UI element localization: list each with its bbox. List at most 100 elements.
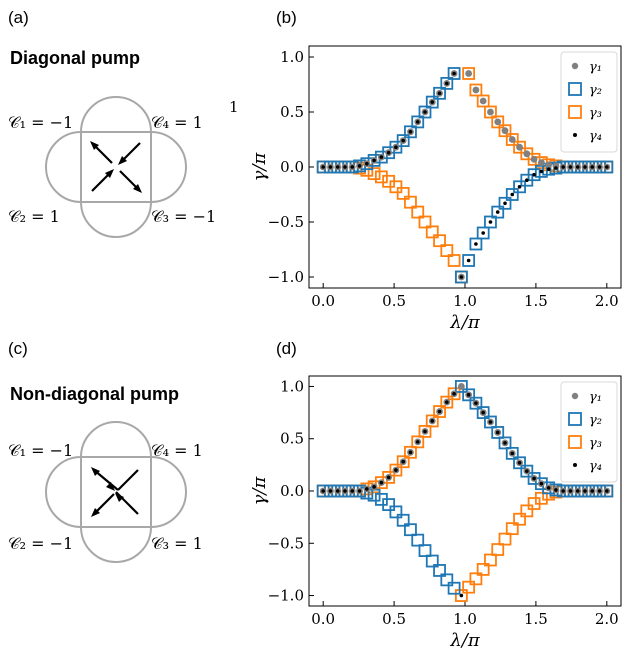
gamma3-point [382,471,396,484]
gamma3-point [425,414,439,428]
non-diagonal-pump-title: Non-diagonal pump [10,384,179,404]
gamma4-point [343,165,347,169]
gamma3-point [411,435,425,449]
gamma3-point [476,563,490,576]
gamma4-point [554,488,558,492]
gamma4-point [568,489,573,493]
pump-square [80,456,152,528]
x-tick-label: 2.0 [595,292,619,310]
gamma4-point [452,391,456,396]
gamma3-point [389,180,403,194]
y-tick-label: 1.0 [280,48,304,66]
gamma2-point [440,573,454,587]
series-4 [321,71,609,279]
panel-a: (a) Diagonal pump 𝒞₁ = −1 𝒞₂ = 1 𝒞₃ = −1… [8,8,239,238]
arrow-heads [91,467,124,517]
arrow-heads [90,141,142,193]
gamma2-point [505,188,519,201]
chern-c3: 𝒞₃ = −1 [151,207,216,226]
gamma3-point [440,244,454,258]
gamma4-point [394,145,398,149]
gamma4-point [575,489,580,493]
chern-c2: 𝒞₂ = −1 [8,534,73,553]
gamma4-point [335,489,340,493]
gamma2-point [498,436,512,450]
legend-marker [568,412,582,426]
gamma4-point [437,409,442,414]
pump-arrows [93,469,139,515]
gamma4-point [445,400,449,404]
gamma2-point [389,140,403,154]
gamma3-point [447,387,461,401]
y-tick-label: −0.5 [268,534,304,552]
y-tick-label: −1.0 [268,587,304,605]
gamma3-point [374,170,388,184]
gamma2-point [440,77,454,90]
non-diagonal-pump-diagram [45,421,187,563]
gamma2-point [520,464,534,478]
gamma1-point [537,159,545,167]
panel-c: (c) Non-diagonal pump 𝒞₁ = −1 𝒞₂ = −1 𝒞₃… [8,339,203,563]
y-axis-label: γ/π [249,152,270,182]
y-tick-label: 0.5 [280,103,304,121]
gamma4-point [583,165,587,169]
gamma4-point [350,489,355,493]
panel-letter-d: (d) [276,339,297,358]
gamma3-point [367,167,381,181]
gamma4-point [517,185,522,189]
gamma3-point [498,532,512,546]
x-tick-label: 0.0 [311,610,335,628]
gamma3-point [476,94,490,108]
gamma4-point [423,429,427,434]
gamma2-point [433,564,446,577]
gamma2-point [484,215,497,229]
gamma2-point [382,498,396,511]
gamma3-point [433,405,446,418]
gamma4-point [466,393,471,397]
legend-marker [568,435,582,449]
panel-letter-b: (b) [276,8,297,27]
gamma4-point [408,450,413,455]
panel-letter-c: (c) [8,339,28,358]
gamma2-point [396,134,410,148]
gamma2-point [498,196,512,210]
gamma2-point [367,153,381,167]
gamma1-point [530,155,538,163]
gamma3-point [513,140,526,154]
gamma4-point [546,486,551,490]
gamma2-point [527,168,541,182]
gamma4-point [539,481,544,486]
gamma4-point [510,451,515,456]
gamma1-point [487,108,494,116]
legend-label: γ₁ [589,390,602,405]
gamma3-point [484,105,497,119]
gamma4-point [415,440,420,444]
gamma4-point [372,485,376,489]
gamma4-point [335,165,340,169]
gamma4-point [343,489,347,493]
gamma4-point [430,100,435,104]
gamma4-point [510,192,515,197]
gamma3-point [404,195,417,209]
gamma3-point [389,463,403,477]
gamma2-point [411,115,425,129]
gamma4-point [474,242,478,246]
gamma4-point [488,220,493,224]
gamma4-point [357,489,362,493]
gamma2-point [462,254,476,267]
gamma4-point [495,210,500,214]
gamma2-point [491,426,505,439]
gamma4-point [575,165,580,169]
gamma4-point [532,476,536,481]
gamma3-point [498,124,512,138]
gamma4-point [452,71,456,76]
gamma2-point [469,396,483,410]
gamma1-point [457,383,465,390]
chern-c3: 𝒞₃ = 1 [151,534,203,553]
gamma2-point [476,406,490,419]
gamma4-point [525,178,529,182]
stray-label: 1 [229,98,239,116]
diagonal-pump-diagram [45,96,187,238]
gamma4-point [321,165,325,169]
